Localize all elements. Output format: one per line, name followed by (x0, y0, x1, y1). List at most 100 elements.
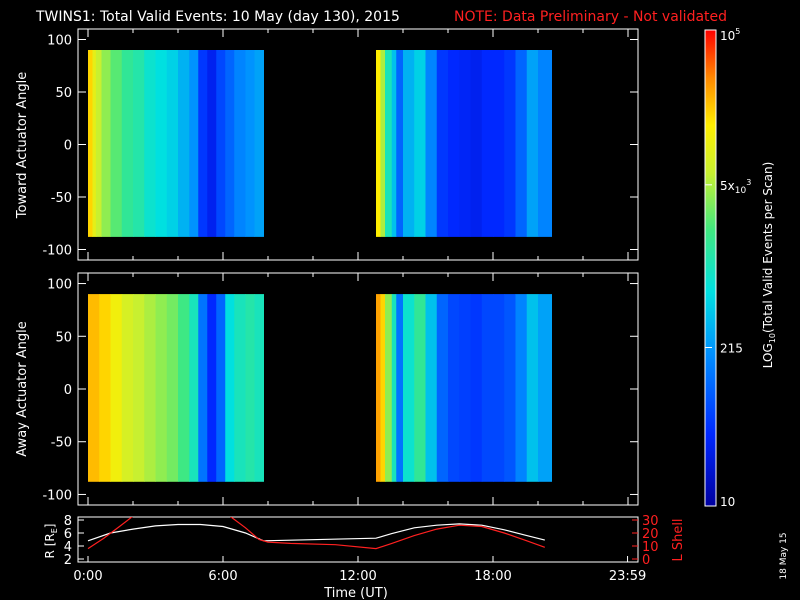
y-tick-label: -100 (42, 488, 72, 503)
l-shell-tick-label: 0 (642, 553, 650, 568)
colorbar: 105 5x103 215 10 LOG10(Total Valid Events p… (704, 27, 777, 509)
heatmap-column (515, 294, 528, 482)
heatmap-column (436, 294, 449, 482)
heatmap-column (189, 294, 199, 482)
toward-heatmap (88, 50, 552, 237)
y-tick-label: -100 (42, 244, 72, 259)
heatmap-column (459, 50, 471, 237)
heatmap-column (144, 50, 156, 237)
heatmap-column (225, 50, 235, 237)
heatmap-column (376, 294, 381, 482)
heatmap-column (166, 294, 179, 482)
l-shell-axis-label: L Shell (671, 518, 686, 561)
heatmap-column (207, 50, 217, 237)
heatmap-column (504, 294, 516, 482)
heatmap-column (234, 50, 246, 237)
time-tick-label: 0:00 (73, 569, 102, 584)
heatmap-column (121, 294, 134, 482)
heatmap-column (225, 294, 235, 482)
heatmap-column (189, 50, 199, 237)
r-tick-label: 2 (64, 553, 72, 568)
heatmap-column (198, 50, 208, 237)
orbit-lines (87, 517, 546, 550)
l-shell-tick-label: 10 (642, 540, 659, 555)
heatmap-column (538, 294, 552, 482)
time-axis-ticks: 0:00 6:00 12:00 18:00 23:59 (73, 556, 646, 584)
heatmap-column (121, 50, 134, 237)
heatmap-column (448, 50, 460, 237)
heatmap-column (385, 50, 393, 237)
heatmap-column (92, 50, 97, 237)
heatmap-column (88, 50, 93, 237)
heatmap-column (234, 294, 246, 482)
heatmap-column (436, 50, 449, 237)
heatmap-column (414, 294, 426, 482)
heatmap-column (448, 294, 460, 482)
heatmap-column (459, 294, 471, 482)
y-tick-label: 0 (64, 139, 72, 154)
y-tick-label: 0 (64, 383, 72, 398)
colorbar-tick-label: 10 (720, 495, 735, 509)
heatmap-column (396, 294, 404, 482)
r-tick-label: 4 (64, 540, 72, 555)
heatmap-column (155, 294, 168, 482)
colorbar-tick-label: 215 (720, 341, 743, 355)
heatmap-column (88, 294, 100, 482)
heatmap-column (425, 294, 438, 482)
heatmap-column (144, 294, 156, 482)
time-tick-label: 12:00 (339, 569, 376, 584)
heatmap-column (95, 50, 102, 237)
orbit-series-line (87, 523, 545, 542)
heatmap-column (391, 50, 397, 237)
preliminary-note: NOTE: Data Preliminary - Not validated (454, 9, 727, 25)
heatmap-column (538, 50, 552, 237)
r-tick-label: 8 (64, 514, 72, 529)
heatmap-column (178, 50, 190, 237)
heatmap-column (481, 294, 494, 482)
y-tick-label: -50 (51, 191, 72, 206)
y-tick-label: -50 (51, 436, 72, 451)
heatmap-column (391, 294, 397, 482)
colorbar-tick-label: 105 (720, 27, 740, 43)
toward-angle-panel: 100 50 0 -50 -100 Toward Actuator Angle (15, 28, 639, 261)
r-tick-label: 6 (64, 527, 72, 542)
r-axis-label: R [RE] (43, 524, 59, 559)
heatmap-column (414, 50, 426, 237)
heatmap-column (493, 50, 505, 237)
heatmap-column (515, 50, 528, 237)
y-tick-label: 50 (55, 86, 72, 101)
time-tick-label: 6:00 (208, 569, 237, 584)
away-y-ticks: 100 50 0 -50 -100 (42, 278, 638, 503)
heatmap-column (425, 50, 438, 237)
heatmap-column (470, 50, 483, 237)
heatmap-column (101, 50, 111, 237)
away-y-axis-label: Away Actuator Angle (15, 321, 30, 456)
away-heatmap (88, 294, 552, 482)
heatmap-column (254, 294, 264, 482)
toward-x-ticks (87, 29, 629, 260)
date-stamp: 18 May 15 (779, 532, 789, 579)
heatmap-column (198, 294, 208, 482)
colorbar-ticks: 105 5x103 215 10 (705, 27, 751, 509)
heatmap-column (526, 50, 539, 237)
heatmap-column (385, 294, 393, 482)
y-tick-label: 50 (55, 330, 72, 345)
time-tick-label: 23:59 (609, 569, 646, 584)
time-tick-label: 18:00 (474, 569, 511, 584)
heatmap-column (178, 294, 190, 482)
heatmap-column (380, 294, 386, 482)
heatmap-column (207, 294, 217, 482)
heatmap-column (493, 294, 505, 482)
heatmap-column (155, 50, 168, 237)
y-tick-label: 100 (47, 34, 72, 49)
heatmap-column (133, 294, 145, 482)
heatmap-column (133, 50, 145, 237)
away-angle-panel: 100 50 0 -50 -100 Away Actuator Angle (15, 272, 639, 506)
heatmap-column (110, 50, 123, 237)
heatmap-column (504, 50, 516, 237)
heatmap-column (254, 50, 264, 237)
heatmap-column (99, 294, 111, 482)
